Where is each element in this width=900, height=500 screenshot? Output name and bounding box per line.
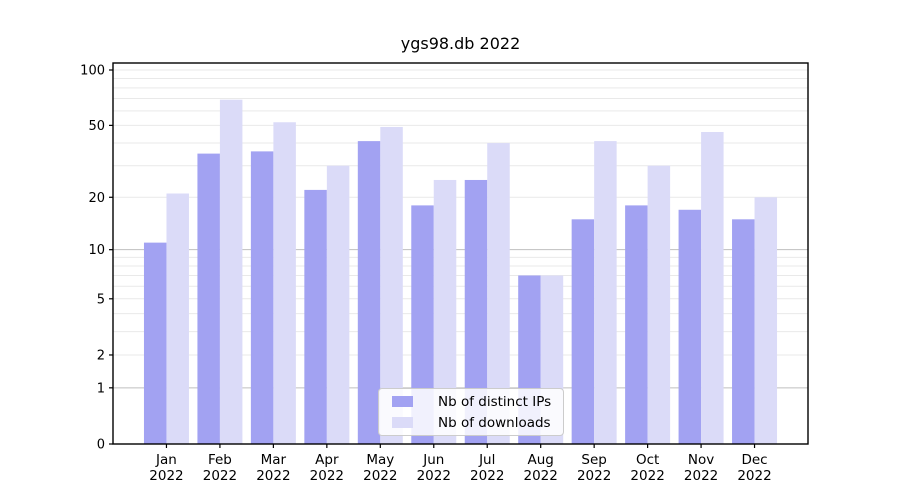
x-tick-label-sep: Sep [581, 452, 606, 468]
x-tick-label-jun: Jun [422, 452, 444, 468]
y-tick-label-2: 2 [97, 348, 105, 363]
bar-downloads-jul [487, 143, 510, 444]
bar-downloads-nov [701, 131, 724, 444]
x-tick-year-oct: 2022 [630, 468, 664, 484]
x-tick-label-apr: Apr [315, 452, 339, 468]
x-tick-year-jul: 2022 [470, 468, 504, 484]
x-tick-label-nov: Nov [688, 452, 714, 468]
legend-item-distinct-ips: Nb of distinct IPs [387, 394, 555, 410]
bar-distinct-ips-sep [571, 219, 595, 444]
bar-distinct-ips-jun [411, 205, 434, 444]
bar-downloads-jan [166, 193, 189, 444]
y-tick-label-1: 1 [97, 381, 105, 396]
x-tick-year-nov: 2022 [684, 468, 718, 484]
y-tick-label-50: 50 [88, 119, 105, 134]
x-tick-year-mar: 2022 [256, 468, 290, 484]
legend-label-distinct-ips: Nb of distinct IPs [438, 393, 552, 410]
x-tick-label-feb: Feb [208, 452, 232, 468]
bar-downloads-mar [273, 122, 296, 444]
x-tick-label-dec: Dec [741, 452, 767, 468]
bar-downloads-dec [754, 197, 778, 444]
y-tick-label-0: 0 [97, 438, 105, 453]
bar-distinct-ips-apr [304, 189, 327, 444]
bar-downloads-feb [219, 99, 243, 444]
x-tick-year-sep: 2022 [577, 468, 611, 484]
bar-downloads-may [380, 126, 403, 444]
bar-downloads-jun [433, 179, 457, 445]
x-tick-label-oct: Oct [636, 452, 659, 468]
x-tick-year-aug: 2022 [524, 468, 558, 484]
x-tick-year-feb: 2022 [203, 468, 237, 484]
bar-distinct-ips-oct [625, 205, 648, 444]
bar-distinct-ips-jul [464, 179, 488, 445]
x-tick-label-mar: Mar [261, 452, 287, 468]
y-tick-label-5: 5 [97, 292, 105, 307]
x-tick-year-dec: 2022 [737, 468, 771, 484]
x-tick-label-aug: Aug [528, 452, 554, 468]
bar-distinct-ips-nov [678, 209, 702, 444]
x-tick-year-apr: 2022 [310, 468, 344, 484]
legend-swatch-downloads [392, 417, 413, 428]
x-tick-label-may: May [366, 452, 394, 468]
plot-border [112, 62, 809, 445]
x-tick-label-jul: Jul [478, 452, 495, 468]
bar-downloads-apr [326, 165, 350, 444]
bar-downloads-oct [647, 165, 671, 444]
legend-label-downloads: Nb of downloads [438, 414, 551, 431]
x-tick-year-jan: 2022 [149, 468, 183, 484]
x-tick-year-may: 2022 [363, 468, 397, 484]
bar-downloads-sep [594, 141, 617, 444]
legend-item-downloads: Nb of downloads [387, 415, 555, 431]
bar-distinct-ips-mar [250, 151, 274, 444]
chart-title: ygs98.db 2022 [400, 34, 521, 53]
bar-distinct-ips-feb [197, 153, 220, 445]
legend: Nb of distinct IPs Nb of downloads [378, 388, 564, 436]
y-tick-label-100: 100 [80, 64, 105, 79]
y-tick-label-20: 20 [88, 191, 105, 206]
bar-distinct-ips-may [357, 141, 381, 444]
bar-distinct-ips-jan [143, 242, 167, 444]
x-tick-label-jan: Jan [155, 452, 177, 468]
y-tick-label-10: 10 [88, 243, 105, 258]
bar-distinct-ips-dec [732, 219, 755, 444]
legend-swatch-distinct-ips [392, 396, 413, 407]
x-tick-year-jun: 2022 [417, 468, 451, 484]
